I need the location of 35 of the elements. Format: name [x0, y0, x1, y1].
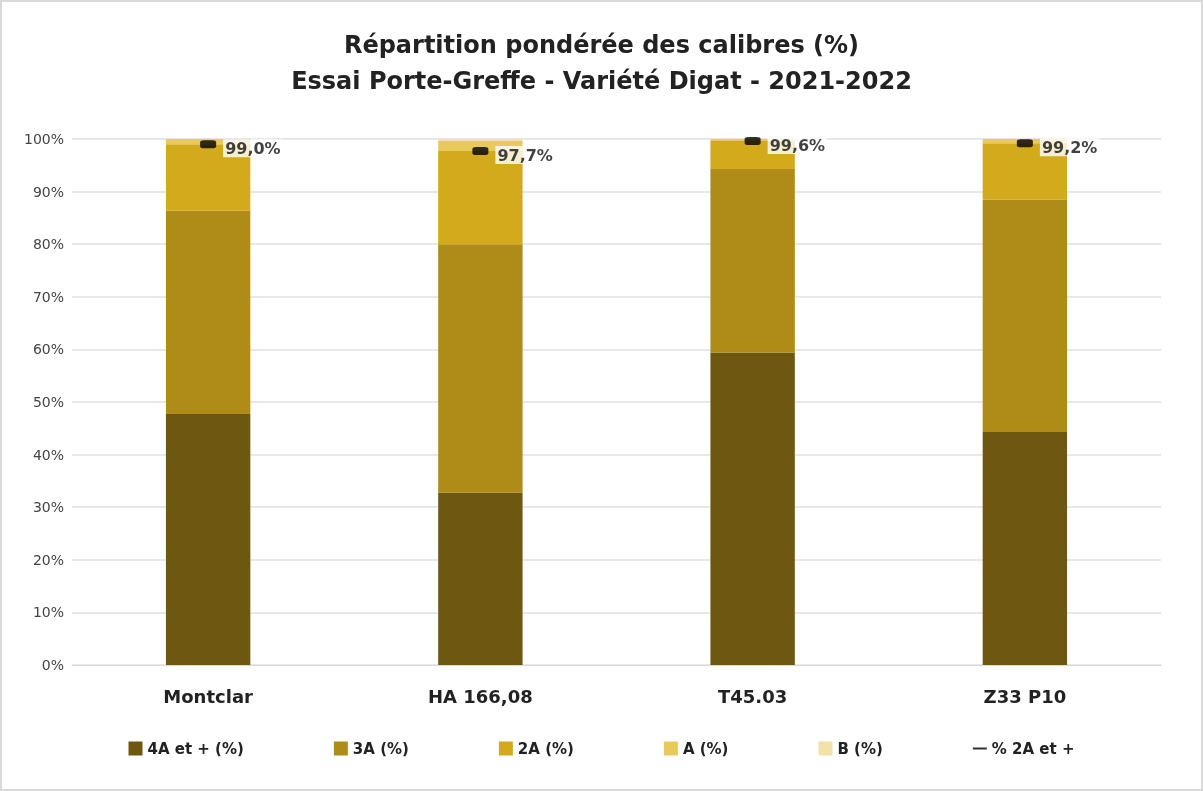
- y-tick-label: 100%: [23, 131, 64, 147]
- x-tick-label: T45.03: [718, 685, 788, 707]
- y-tick-label: 0%: [41, 657, 64, 673]
- bar: [982, 431, 1068, 665]
- bar: [165, 210, 251, 415]
- bar: [438, 244, 523, 493]
- legend-label: B (%): [837, 739, 883, 758]
- legend-label: 2A (%): [517, 739, 574, 758]
- data-label: 97,7%: [497, 145, 553, 165]
- bar: [438, 492, 523, 665]
- y-tick-label: 60%: [32, 341, 64, 358]
- legend-label: % 2A et +: [991, 739, 1075, 758]
- bar: [710, 352, 795, 665]
- bar: [982, 199, 1068, 432]
- y-tick-label: 80%: [32, 236, 64, 253]
- chart-subtitle: Essai Porte-Greffe - Variété Digat - 2021-2022: [291, 67, 912, 95]
- chart-title: Répartition pondérée des calibres (%): [343, 31, 860, 59]
- data-label: 99,0%: [225, 138, 281, 158]
- y-tick-label: 70%: [32, 288, 64, 305]
- x-tick-label: Z33 P10: [983, 685, 1067, 707]
- y-tick-label: 90%: [32, 183, 64, 200]
- y-tick-label: 50%: [32, 394, 64, 410]
- y-tick-label: 40%: [32, 446, 64, 463]
- y-tick-label: 10%: [32, 604, 64, 621]
- x-tick-label: HA 166,08: [428, 685, 533, 707]
- data-label: 99,2%: [1041, 137, 1098, 157]
- bar: [710, 168, 795, 353]
- bar: [165, 414, 251, 665]
- data-label: 99,6%: [769, 135, 826, 155]
- y-tick-label: 30%: [32, 499, 64, 516]
- x-tick-label: Montclar: [163, 685, 254, 707]
- y-tick-label: 20%: [32, 551, 64, 568]
- legend-label: 4A et + (%): [147, 739, 244, 758]
- legend-label: A (%): [682, 739, 729, 758]
- legend-label: 3A (%): [352, 739, 409, 758]
